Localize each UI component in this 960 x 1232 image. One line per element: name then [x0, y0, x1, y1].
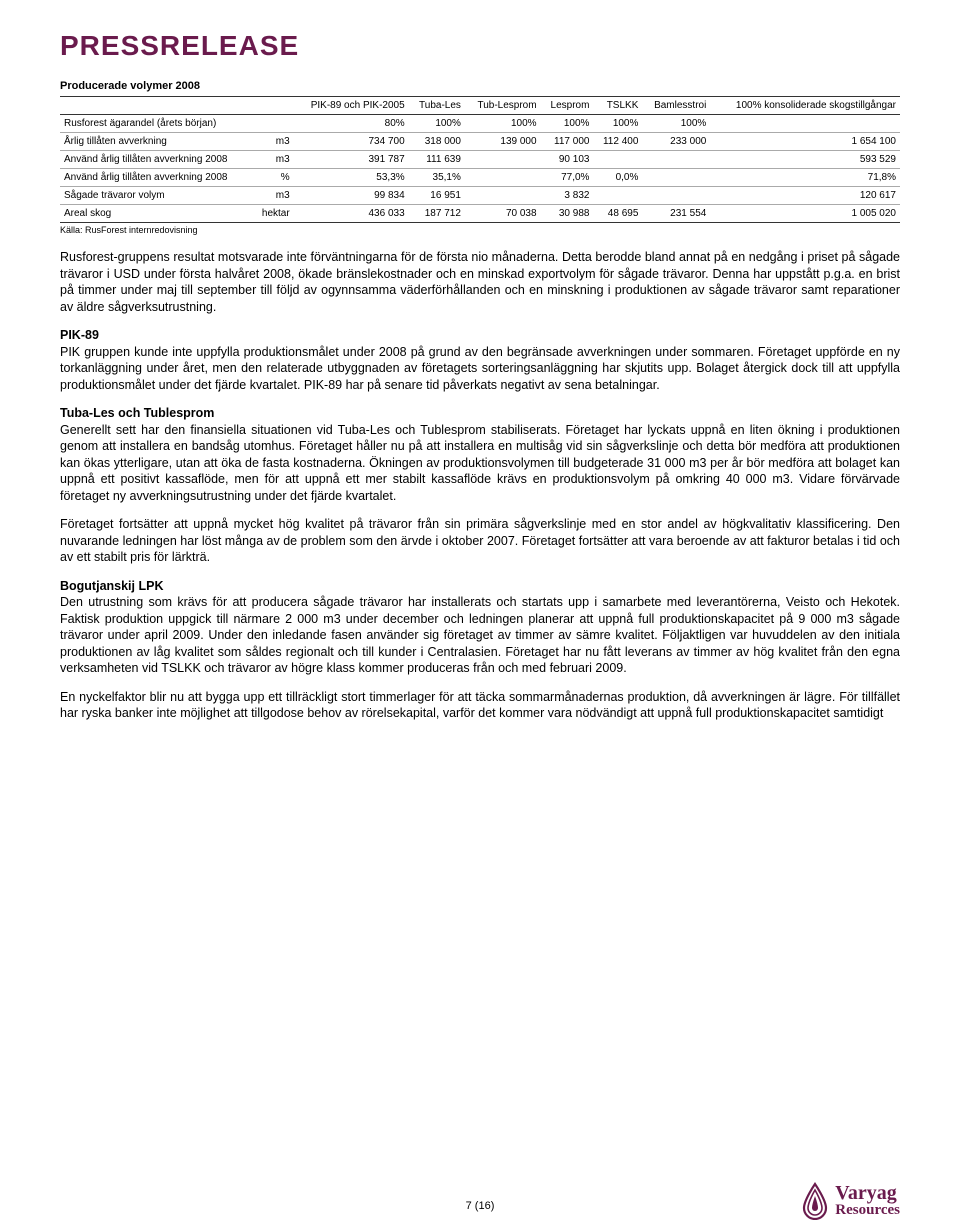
table-row: Areal skoghektar436 033187 71270 03830 9…	[60, 205, 900, 223]
table-cell: Använd årlig tillåten avverkning 2008	[60, 169, 253, 187]
col-4: Tub-Lesprom	[465, 97, 541, 115]
table-cell	[642, 151, 710, 169]
bog-head: Bogutjanskij LPK	[60, 578, 900, 595]
page-title: PRESSRELEASE	[60, 30, 900, 62]
table-cell	[253, 115, 293, 133]
table-cell: 100%	[465, 115, 541, 133]
table-cell: 391 787	[294, 151, 409, 169]
table-cell: m3	[253, 187, 293, 205]
table-cell: 99 834	[294, 187, 409, 205]
table-cell: 3 832	[541, 187, 594, 205]
table-cell: 734 700	[294, 133, 409, 151]
table-cell	[642, 187, 710, 205]
table-row: Använd årlig tillåten avverkning 2008m33…	[60, 151, 900, 169]
table-cell: Areal skog	[60, 205, 253, 223]
table-cell: 80%	[294, 115, 409, 133]
table-cell: %	[253, 169, 293, 187]
table-cell: 1 005 020	[710, 205, 900, 223]
table-cell: 100%	[593, 115, 642, 133]
varyag-logo: Varyag Resources	[801, 1182, 900, 1220]
table-cell: 187 712	[409, 205, 465, 223]
table-cell: 1 654 100	[710, 133, 900, 151]
table-cell: 100%	[642, 115, 710, 133]
table-cell: 139 000	[465, 133, 541, 151]
table-cell: Sågade trävaror volym	[60, 187, 253, 205]
tuba-body-2: Företaget fortsätter att uppnå mycket hö…	[60, 516, 900, 566]
col-8: 100% konsoliderade skogstillgångar	[710, 97, 900, 115]
table-cell: 35,1%	[409, 169, 465, 187]
table-cell: 77,0%	[541, 169, 594, 187]
body-text: Rusforest-gruppens resultat motsvarade i…	[60, 249, 900, 722]
bog-body-2: En nyckelfaktor blir nu att bygga upp et…	[60, 689, 900, 722]
table-cell: 233 000	[642, 133, 710, 151]
col-2: PIK-89 och PIK-2005	[294, 97, 409, 115]
table-cell: 436 033	[294, 205, 409, 223]
bog-body-1: Den utrustning som krävs för att produce…	[60, 594, 900, 677]
pik89-body: PIK gruppen kunde inte uppfylla produkti…	[60, 344, 900, 394]
table-cell: 53,3%	[294, 169, 409, 187]
table-cell: 71,8%	[710, 169, 900, 187]
table-cell: 90 103	[541, 151, 594, 169]
table-cell: 318 000	[409, 133, 465, 151]
table-row: Använd årlig tillåten avverkning 2008%53…	[60, 169, 900, 187]
intro-paragraph: Rusforest-gruppens resultat motsvarade i…	[60, 249, 900, 315]
table-cell	[593, 187, 642, 205]
table-cell: 100%	[409, 115, 465, 133]
table-cell: 48 695	[593, 205, 642, 223]
table-cell: hektar	[253, 205, 293, 223]
col-3: Tuba-Les	[409, 97, 465, 115]
table-row: Rusforest ägarandel (årets början)80%100…	[60, 115, 900, 133]
col-5: Lesprom	[541, 97, 594, 115]
col-7: Bamlesstroi	[642, 97, 710, 115]
table-cell: 100%	[541, 115, 594, 133]
logo-line-2: Resources	[835, 1203, 900, 1217]
table-cell: 117 000	[541, 133, 594, 151]
logo-line-1: Varyag	[835, 1184, 900, 1203]
table-cell: Årlig tillåten avverkning	[60, 133, 253, 151]
col-1	[253, 97, 293, 115]
table-cell	[465, 187, 541, 205]
table-cell: 120 617	[710, 187, 900, 205]
table-cell: 30 988	[541, 205, 594, 223]
table-cell: 0,0%	[593, 169, 642, 187]
pik89-head: PIK-89	[60, 327, 900, 344]
table-cell: m3	[253, 151, 293, 169]
table-heading: Producerade volymer 2008	[60, 80, 900, 92]
production-table: PIK-89 och PIK-2005 Tuba-Les Tub-Lesprom…	[60, 96, 900, 223]
table-row: Sågade trävaror volymm399 83416 951 3 832…	[60, 187, 900, 205]
table-cell: 593 529	[710, 151, 900, 169]
table-cell	[593, 151, 642, 169]
table-cell	[642, 169, 710, 187]
table-cell	[465, 169, 541, 187]
table-cell: m3	[253, 133, 293, 151]
table-cell: Rusforest ägarandel (årets början)	[60, 115, 253, 133]
drop-icon	[801, 1182, 829, 1220]
table-cell: 16 951	[409, 187, 465, 205]
table-cell: 112 400	[593, 133, 642, 151]
table-cell: Använd årlig tillåten avverkning 2008	[60, 151, 253, 169]
table-cell	[710, 115, 900, 133]
tuba-body-1: Generellt sett har den finansiella situa…	[60, 422, 900, 505]
col-0	[60, 97, 253, 115]
table-source: Källa: RusForest internredovisning	[60, 225, 900, 235]
table-cell	[465, 151, 541, 169]
tuba-head: Tuba-Les och Tublesprom	[60, 405, 900, 422]
col-6: TSLKK	[593, 97, 642, 115]
table-row: Årlig tillåten avverkningm3734 700318 00…	[60, 133, 900, 151]
table-cell: 231 554	[642, 205, 710, 223]
table-cell: 70 038	[465, 205, 541, 223]
table-cell: 111 639	[409, 151, 465, 169]
page-number: 7 (16)	[466, 1200, 495, 1212]
